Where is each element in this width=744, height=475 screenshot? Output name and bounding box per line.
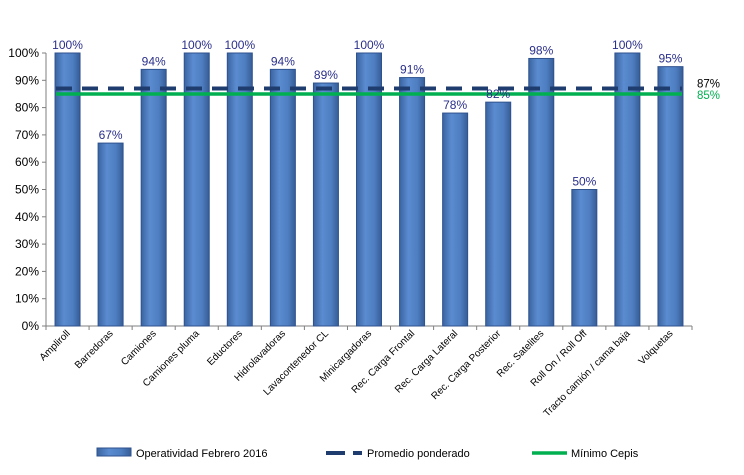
bar-volquetas <box>657 66 684 327</box>
data-label: 67% <box>99 128 123 142</box>
data-label: 95% <box>658 52 682 66</box>
y-tick-label: 50% <box>15 183 39 197</box>
data-label: 50% <box>572 175 596 189</box>
y-tick-label: 10% <box>15 292 39 306</box>
bar-camiones <box>140 68 167 327</box>
bar-barredoras <box>97 142 124 327</box>
bar-rec-carga-frontal <box>399 77 426 327</box>
y-tick-label: 80% <box>15 101 39 115</box>
bar-roll-on-roll-off <box>571 189 598 327</box>
y-tick-label: 60% <box>15 155 39 169</box>
data-label: 89% <box>314 68 338 82</box>
plot-area: 0% 10% 20% 30% 40% 50% 60% 70% 80% 90% 100% 100% 67%… <box>8 38 720 419</box>
bar-lavacontenedor-cl <box>312 82 339 327</box>
bar-hidrolavadoras <box>269 68 296 327</box>
data-label: 91% <box>400 63 424 77</box>
data-label: 100% <box>354 38 385 52</box>
y-tick-label: 100% <box>8 46 39 60</box>
bar-rec-carga-posterior <box>485 101 512 327</box>
data-label: 100% <box>612 38 643 52</box>
data-label: 94% <box>271 54 295 68</box>
bar-minicargadoras <box>356 52 382 327</box>
bar-eductores <box>226 52 253 327</box>
minimum-value-label: 85% <box>697 90 720 102</box>
x-tick-label: Ampliroll <box>38 328 73 363</box>
legend-label-average: Promedio ponderado <box>367 448 470 460</box>
x-tick-label: Eductores <box>205 328 245 368</box>
bar-rec-satelites <box>528 57 555 327</box>
bar-tracto-cami-n-cama-baja <box>614 52 641 327</box>
x-tick-label: Camiones <box>119 328 159 368</box>
data-label: 78% <box>443 98 467 112</box>
data-label: 82% <box>486 87 510 101</box>
data-label: 100% <box>224 38 255 52</box>
bar-camiones-pluma <box>183 52 210 327</box>
bar-ampliroll <box>54 52 81 327</box>
legend: Operatividad Febrero 2016 Promedio ponder… <box>96 447 639 460</box>
data-label: 100% <box>52 38 83 52</box>
legend-label-minimum: Mínimo Cepis <box>571 448 639 460</box>
y-tick-label: 0% <box>22 319 40 333</box>
data-label: 100% <box>181 38 212 52</box>
x-tick-label: Volquetas <box>637 328 676 367</box>
x-tick-label: Barredoras <box>73 328 116 371</box>
y-tick-label: 20% <box>15 264 39 278</box>
y-tick-label: 30% <box>15 237 39 251</box>
average-value-label: 87% <box>697 78 720 90</box>
x-tick-label: Tracto camión / cama baja <box>542 328 633 419</box>
legend-label-bars: Operatividad Febrero 2016 <box>136 448 267 460</box>
bar-rec-carga-lateral <box>442 112 469 327</box>
y-tick-label: 70% <box>15 128 39 142</box>
data-label: 98% <box>529 43 553 57</box>
y-tick-label: 90% <box>15 73 39 87</box>
legend-swatch-bars <box>96 447 132 457</box>
data-label: 94% <box>142 54 166 68</box>
y-tick-label: 40% <box>15 210 39 224</box>
